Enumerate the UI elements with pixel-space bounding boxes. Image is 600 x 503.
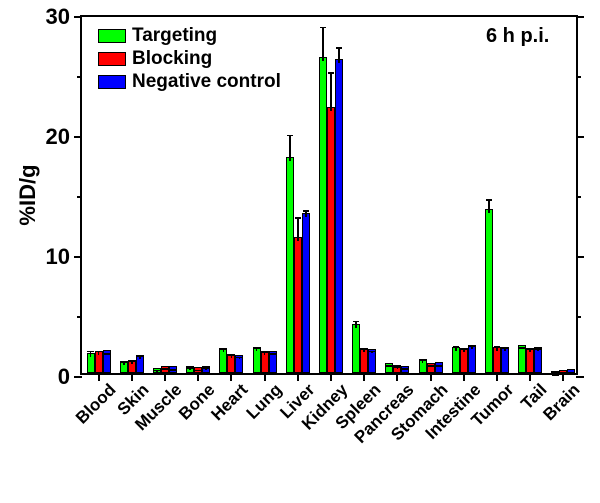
ytick-minor <box>77 76 82 78</box>
error-bar <box>330 72 332 110</box>
bar <box>352 324 360 373</box>
error-cap <box>361 348 367 350</box>
error-bar <box>297 217 299 241</box>
ytick-label: 30 <box>46 4 82 30</box>
error-cap <box>336 47 342 49</box>
ytick-mark <box>576 256 584 258</box>
ytick-mark <box>576 376 584 378</box>
error-cap <box>552 374 558 376</box>
error-cap <box>486 199 492 201</box>
bar <box>485 209 493 373</box>
error-cap <box>220 348 226 350</box>
error-cap <box>170 369 176 371</box>
error-bar <box>338 47 340 63</box>
y-axis-label: %ID/g <box>15 164 41 225</box>
error-cap <box>228 354 234 356</box>
ytick-label: 10 <box>46 244 82 270</box>
error-cap <box>103 353 109 355</box>
bar <box>286 157 294 373</box>
bar <box>551 371 559 373</box>
error-cap <box>560 373 566 375</box>
error-cap <box>535 348 541 350</box>
error-cap <box>435 365 441 367</box>
error-cap <box>87 351 93 353</box>
legend-swatch <box>98 29 126 43</box>
error-bar <box>289 135 291 161</box>
error-cap <box>253 347 259 349</box>
error-cap <box>502 347 508 349</box>
error-cap <box>427 365 433 367</box>
error-cap <box>461 348 467 350</box>
bar <box>468 345 476 373</box>
error-cap <box>386 365 392 367</box>
ytick-minor <box>576 196 581 198</box>
error-cap <box>303 210 309 212</box>
error-cap <box>494 346 500 348</box>
legend: TargetingBlockingNegative control <box>92 21 289 97</box>
error-cap <box>121 361 127 363</box>
error-cap <box>568 373 574 375</box>
error-cap <box>394 366 400 368</box>
error-bar <box>488 199 490 212</box>
legend-item: Negative control <box>98 71 281 94</box>
error-cap <box>453 346 459 348</box>
ytick-minor <box>77 196 82 198</box>
error-cap <box>129 360 135 362</box>
error-cap <box>402 368 408 370</box>
error-cap <box>203 367 209 369</box>
error-cap <box>269 353 275 355</box>
error-cap <box>295 217 301 219</box>
bar <box>435 362 443 373</box>
legend-label: Blocking <box>132 48 212 71</box>
legend-label: Targeting <box>132 25 217 48</box>
error-cap <box>187 367 193 369</box>
error-cap <box>137 355 143 357</box>
error-cap <box>95 351 101 353</box>
error-cap <box>469 346 475 348</box>
legend-swatch <box>98 75 126 89</box>
error-cap <box>154 370 160 372</box>
error-cap <box>320 27 326 29</box>
legend-label: Negative control <box>132 71 281 94</box>
bar <box>518 345 526 373</box>
error-cap <box>287 135 293 137</box>
error-cap <box>527 348 533 350</box>
error-cap <box>236 357 242 359</box>
error-cap <box>261 352 267 354</box>
legend-swatch <box>98 52 126 66</box>
legend-item: Blocking <box>98 48 281 71</box>
error-cap <box>328 72 334 74</box>
error-cap <box>353 321 359 323</box>
ytick-mark <box>576 136 584 138</box>
error-cap <box>195 370 201 372</box>
chart-container: 0102030BloodSkinMuscleBoneHeartLungLiver… <box>0 0 600 503</box>
bar <box>302 213 310 373</box>
ytick-minor <box>576 316 581 318</box>
ytick-label: 0 <box>58 364 82 390</box>
error-cap <box>519 347 525 349</box>
bar <box>319 57 327 373</box>
bar <box>335 59 343 373</box>
error-cap <box>419 359 425 361</box>
ytick-label: 20 <box>46 124 82 150</box>
ytick-minor <box>576 76 581 78</box>
timepoint-annotation: 6 h p.i. <box>486 25 549 48</box>
xtick-label: Brain <box>533 373 585 425</box>
error-bar <box>322 27 324 62</box>
ytick-minor <box>77 316 82 318</box>
bar <box>327 107 335 373</box>
bar <box>294 237 302 373</box>
error-cap <box>369 351 375 353</box>
ytick-mark <box>576 16 584 18</box>
error-cap <box>162 368 168 370</box>
legend-item: Targeting <box>98 25 281 48</box>
